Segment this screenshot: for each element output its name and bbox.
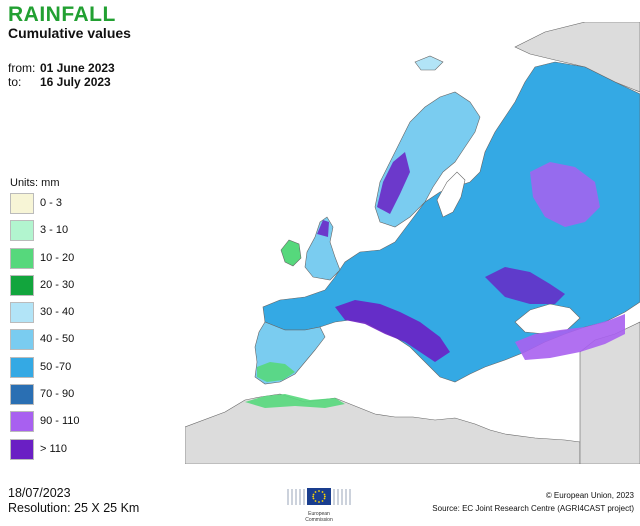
- legend-swatch: [10, 193, 34, 214]
- period-from: from: 01 June 2023: [8, 61, 115, 75]
- logo-text-line1: European: [308, 511, 330, 517]
- alps-balkans-heavy-rain: [335, 300, 450, 362]
- great-britain: [304, 216, 341, 281]
- norway-heavy-rain: [377, 152, 410, 214]
- heavy-rain-zones: [317, 152, 625, 362]
- legend-label: 3 - 10: [40, 224, 69, 237]
- legend: 0 - 3 3 - 10 10 - 20 20 - 30 30 - 40 40 - 50 5…: [10, 190, 130, 463]
- legend-label: 40 - 50: [40, 333, 75, 346]
- european-commission-logo: European Commission: [286, 487, 352, 523]
- building-icon: [287, 489, 351, 505]
- logo-text-line2: Commission: [305, 517, 333, 523]
- legend-label: 70 - 90: [40, 388, 75, 401]
- resolution: Resolution: 25 X 25 Km: [8, 501, 140, 515]
- map-title: RAINFALL: [8, 3, 116, 26]
- legend-label: 10 - 20: [40, 251, 75, 264]
- legend-swatch: [10, 356, 34, 378]
- source-note: Source: EC Joint Research Centre (AGRI4C…: [432, 504, 634, 513]
- legend-swatch: [10, 384, 34, 406]
- copyright: © European Union, 2023: [545, 491, 634, 500]
- spain-dry-zone: [257, 362, 295, 382]
- legend-label: 50 -70: [40, 360, 72, 373]
- legend-swatch: [10, 302, 34, 324]
- legend-row: 40 - 50: [10, 326, 130, 353]
- russia-heavy-rain: [530, 162, 600, 227]
- legend-label: 90 - 110: [40, 415, 80, 428]
- issue-date: 18/07/2023: [8, 486, 71, 500]
- dry-zones: [245, 362, 345, 408]
- legend-row: 3 - 10: [10, 217, 130, 244]
- turkey-heavy-rain: [515, 314, 625, 360]
- legend-row: 30 - 40: [10, 299, 130, 326]
- legend-row: > 110: [10, 436, 130, 463]
- legend-label: 30 - 40: [40, 306, 75, 319]
- to-label: to:: [8, 75, 22, 89]
- scandinavia: [374, 91, 481, 228]
- no-data-land: [185, 22, 640, 464]
- legend-swatch: [10, 274, 34, 296]
- ireland: [280, 239, 302, 267]
- legend-swatch: [10, 247, 34, 269]
- legend-label: 0 - 3: [40, 197, 63, 209]
- legend-swatch: [10, 329, 34, 351]
- period-to: to: 16 July 2023: [8, 75, 111, 89]
- legend-row: 10 - 20: [10, 245, 130, 272]
- legend-units: Units: mm: [10, 177, 60, 189]
- scotland-heavy-rain: [317, 220, 329, 237]
- legend-row: 20 - 30: [10, 272, 130, 299]
- baltic-sea: [436, 171, 466, 218]
- map-subtitle: Cumulative values: [8, 25, 131, 41]
- russia-north: [514, 22, 640, 93]
- legend-label: > 110: [40, 442, 68, 455]
- from-label: from:: [8, 61, 36, 75]
- legend-label: 20 - 30: [40, 278, 75, 291]
- iceland-fragment: [414, 55, 444, 71]
- legend-swatch: [10, 411, 34, 433]
- legend-swatch: [10, 220, 34, 242]
- maghreb-coast-green: [245, 394, 345, 408]
- legend-swatch: [10, 438, 34, 460]
- legend-row: 90 - 110: [10, 408, 130, 435]
- rainfall-map: [185, 22, 640, 464]
- to-date: 16 July 2023: [40, 75, 111, 89]
- legend-row: 50 -70: [10, 354, 130, 381]
- north-africa: [185, 393, 581, 464]
- legend-row: 70 - 90: [10, 381, 130, 408]
- legend-row: 0 - 3: [10, 190, 130, 217]
- ukraine-heavy-rain: [485, 267, 565, 304]
- eu-flag-icon: [307, 488, 331, 505]
- from-date: 01 June 2023: [40, 61, 115, 75]
- eu-stars-icon: [312, 490, 326, 503]
- black-sea: [514, 303, 581, 335]
